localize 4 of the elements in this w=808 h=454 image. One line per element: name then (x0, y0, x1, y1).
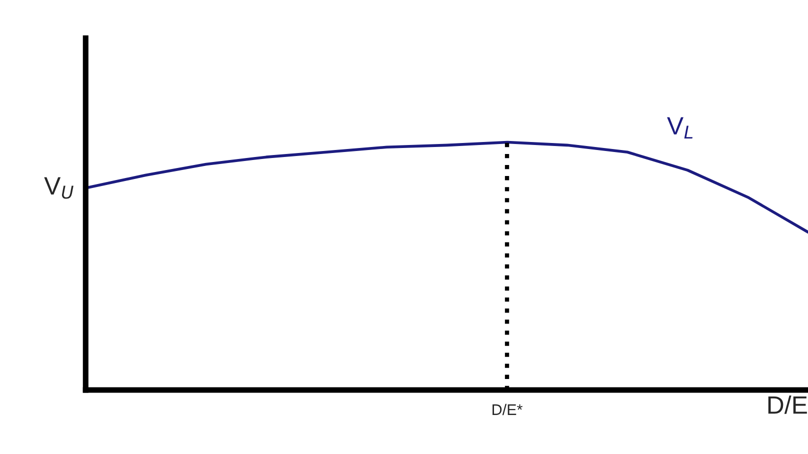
text: V$_{U}$ (44, 177, 74, 199)
series-label: V$_{L}$ (667, 117, 693, 139)
text: D/E* (492, 404, 522, 416)
x-axis-title: D/E (768, 396, 807, 414)
